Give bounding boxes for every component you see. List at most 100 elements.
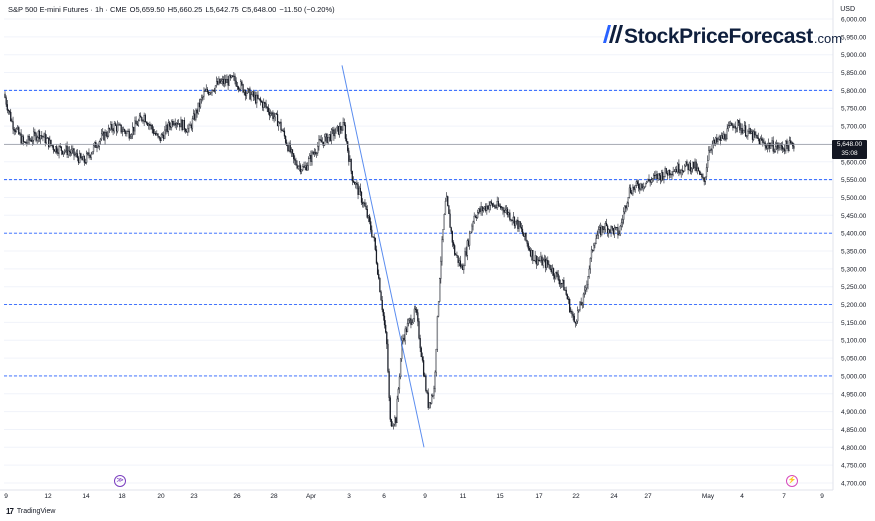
candle-body	[463, 265, 465, 271]
candle-body	[66, 145, 68, 155]
candle-body	[343, 122, 345, 126]
candle-body	[756, 134, 758, 138]
candle-body	[565, 289, 567, 295]
candle-body	[782, 148, 785, 150]
candle-body	[574, 321, 577, 324]
candle-body	[643, 186, 646, 188]
candle-body	[537, 259, 540, 261]
candle-body	[610, 226, 612, 233]
candle-body	[120, 124, 122, 133]
candle-body	[213, 90, 215, 92]
candle-body	[500, 205, 502, 209]
candle-body	[220, 81, 222, 84]
candle-body	[35, 133, 37, 141]
candle-body	[197, 102, 199, 114]
candle-body	[739, 122, 741, 131]
candle-body	[227, 78, 229, 86]
candle-body	[245, 92, 248, 96]
candle-body	[649, 180, 651, 183]
time-tick-label: 24	[610, 493, 618, 500]
candle-body	[495, 207, 497, 209]
candle-body	[443, 214, 445, 230]
candle-body	[412, 318, 414, 323]
candle-body	[628, 187, 631, 198]
candle-body	[393, 424, 395, 426]
candle-body	[781, 146, 784, 150]
candle-body	[680, 169, 682, 173]
price-tick-label: 5,850.00	[841, 70, 867, 77]
candle-body	[753, 131, 755, 140]
candle-body	[186, 131, 188, 133]
time-tick-label: 22	[572, 493, 580, 500]
candle-body	[593, 244, 595, 251]
candle-body	[82, 156, 84, 161]
candle-body	[727, 125, 729, 129]
time-axis[interactable]: 9 12 14 18 20 23 26 28 Apr 3 6 9 11 15 17 22 24 27 May 4 7 9	[0, 489, 833, 500]
candle-body	[298, 165, 301, 167]
candle-body	[659, 175, 662, 181]
candle-body	[457, 255, 459, 263]
candle-body	[196, 109, 198, 114]
candle-body	[747, 130, 749, 136]
candle-body	[43, 133, 45, 138]
candle-body	[329, 134, 332, 141]
price-tick-label: 5,400.00	[841, 231, 867, 238]
candle-body	[597, 229, 600, 236]
candle-body	[711, 144, 713, 151]
candle-body	[209, 92, 211, 95]
candle-body	[376, 263, 379, 275]
candle-body	[554, 275, 556, 279]
candle-body	[17, 127, 19, 129]
candle-body	[183, 120, 186, 130]
candle-body	[479, 208, 481, 212]
candle-body	[478, 208, 480, 213]
candle-body	[114, 123, 117, 126]
candle-body	[265, 103, 267, 108]
candle-body	[333, 129, 335, 137]
candle-body	[72, 148, 74, 151]
candle-body	[641, 183, 643, 189]
candle-body	[187, 127, 189, 133]
candle-body	[189, 124, 191, 126]
candle-body	[249, 88, 251, 100]
candle-body	[778, 147, 780, 150]
candle-body	[104, 132, 106, 141]
candle-body	[631, 192, 633, 195]
candle-body	[713, 140, 716, 144]
candle-body	[107, 128, 110, 137]
candles	[4, 71, 795, 430]
time-tick-label: 12	[44, 493, 52, 500]
candle-body	[633, 187, 635, 190]
candle-body	[358, 187, 360, 195]
candle-body	[38, 130, 41, 140]
candle-body	[744, 125, 747, 137]
candle-body	[458, 260, 460, 263]
candle-body	[396, 398, 398, 423]
candle-body	[138, 115, 141, 121]
candle-body	[717, 139, 719, 142]
price-tick-label: 5,150.00	[841, 320, 867, 327]
candle-body	[424, 375, 426, 377]
candle-body	[259, 98, 261, 102]
candle-body	[525, 232, 527, 241]
candle-body	[485, 206, 487, 211]
candle-body	[518, 221, 520, 229]
price-axis[interactable]: 6,000.00 5,950.00 5,900.00 5,850.00 5,800.00…	[832, 0, 867, 490]
candle-body	[514, 220, 517, 226]
event-icon[interactable]: ≫	[114, 475, 126, 487]
trend-line[interactable]	[341, 65, 425, 448]
lightning-icon[interactable]: ⚡	[786, 475, 798, 487]
candle-body	[180, 119, 182, 128]
candle-body	[648, 178, 650, 181]
candle-body	[685, 161, 687, 167]
candle-body	[264, 102, 266, 104]
candle-body	[765, 145, 767, 149]
candle-body	[508, 212, 510, 215]
candle-body	[413, 308, 416, 320]
candle-body	[511, 219, 513, 221]
candle-body	[23, 141, 26, 143]
candle-body	[734, 125, 736, 129]
candle-body	[487, 205, 489, 210]
candle-body	[307, 158, 310, 166]
